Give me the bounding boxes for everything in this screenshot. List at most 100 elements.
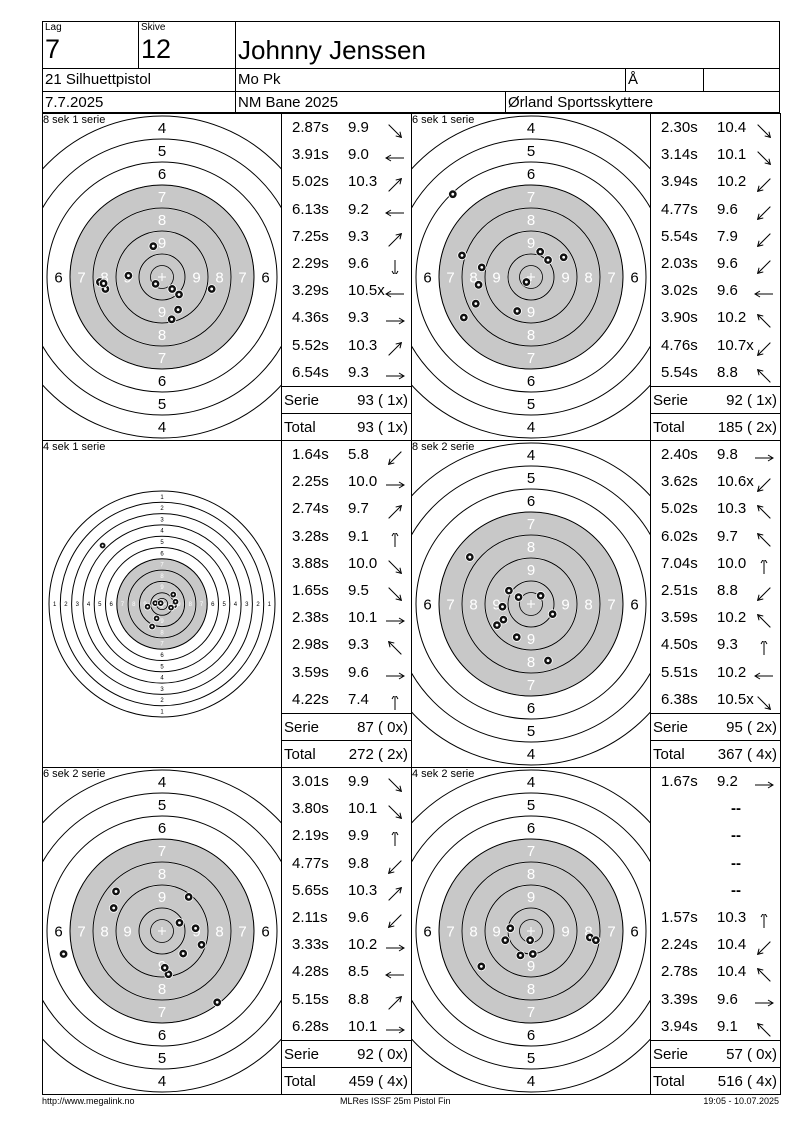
direction-arrow-icon [751,964,777,983]
shot-list: 2.87s 9.9 3.91s 9.0 5.02s 10.3 6.13s 9.2 7.25s 9.… [281,114,411,440]
shot-row: 5.54s 8.8 [651,359,780,386]
ring-7 [69,838,255,1024]
total-value: 185 ( 2x) [717,419,777,436]
direction-arrow-icon [382,964,408,979]
ring-6 [46,161,278,393]
ring-label: 8 [160,630,164,636]
ring-label: 6 [527,493,535,510]
shot-list: 1.64s 5.8 2.25s 10.0 2.74s 9.7 3.28s 9.1 3.88s 10… [281,441,411,767]
serie-value: 92 ( 0x) [357,1046,408,1063]
ring-label: 1 [160,710,164,716]
shot-hit [166,314,177,325]
inner-ring-10 [138,907,186,955]
shot-time: 5.65s [292,881,329,899]
ring-2 [59,501,265,707]
ring-label: 7 [607,269,615,286]
shot-row: 2.29s 9.6 [282,250,411,277]
shot-hit [471,298,481,309]
shot-value: 9.3 [348,363,369,381]
ring-label: 7 [446,269,454,286]
shot-time: 3.33s [292,936,329,954]
shot-time: 4.28s [292,963,329,981]
ring-label: 5 [527,396,535,413]
ring-label: 5 [527,723,535,740]
series-label: 8 sek 2 serie [412,441,475,453]
ring-label: 2 [64,602,68,608]
total-label: Total [284,746,316,763]
shot-value: 10.3 [348,881,378,899]
shot-value: 9.7 [348,500,369,518]
direction-arrow-icon [751,338,777,356]
direction-arrow-icon [382,992,408,1010]
ring-label: 6 [158,820,166,837]
ring-label: 6 [630,596,638,613]
direction-arrow-icon [382,665,408,680]
direction-arrow-icon [751,992,777,1007]
serie-sum-row: Serie 87 ( 0x) [282,713,411,741]
ring-7 [438,838,624,1024]
skive-value: 12 [141,34,172,64]
ring-label: 9 [527,304,535,321]
shot-value: 9.6 [717,255,738,272]
shot-time: 2.29s [292,255,329,272]
shot-time: 2.78s [661,963,698,981]
shot-row: 4.28s 8.5 [282,958,411,985]
ring-label: 6 [527,1027,535,1044]
shot-row: 7.04s 10.0 [651,550,780,577]
ring-label: 8 [584,269,592,286]
shot-row: 3.28s 9.1 [282,523,411,550]
ring-label: 4 [160,676,164,682]
ring-7 [438,184,624,370]
shot-hit [167,603,175,612]
total-sum-row: Total 272 ( 2x) [282,740,411,767]
total-sum-row: Total 516 ( 4x) [651,1067,780,1094]
shot-hit [58,949,69,959]
ring-7 [116,558,208,650]
shooter-name: Johnny Jenssen [238,35,426,65]
shot-time: 3.94s [661,173,698,191]
ring-label: 7 [607,596,615,613]
shot-time: 5.54s [661,363,698,381]
shot-value: 9.2 [717,773,738,790]
shot-hit [535,246,545,257]
total-value: 367 ( 4x) [717,746,777,763]
serie-sum-row: Serie 95 ( 2x) [651,713,780,741]
shot-value: 9.2 [348,200,369,218]
shot-value: 10.3 [717,500,747,518]
shot-value: 9.6 [348,909,369,926]
shot-row: 3.94s 9.1 [651,1013,780,1040]
shot-row: 6.28s 10.1 [282,1013,411,1040]
shot-row: 5.51s 10.2 [651,659,780,686]
shot-hit [98,278,109,289]
shot-hit [174,289,184,300]
serie-label: Serie [653,1046,689,1063]
serie-sum-row: Serie 93 ( 1x) [282,386,411,414]
ring-label: 8 [158,327,166,344]
shot-hit [473,280,484,290]
shot-time: 4.77s [661,200,698,218]
shot-value: 10.6x [717,473,754,491]
shot-row: 2.40s 9.8 [651,441,780,468]
shot-row: 4.76s 10.7x [651,332,780,359]
ring-label: 1 [53,602,57,608]
ring-label: 8 [189,602,193,608]
club-cell: Mo Pk [236,69,626,91]
shot-hit [148,622,156,631]
shot-hit [498,614,509,625]
shot-row: -- [651,795,780,822]
ring-6 [415,161,647,393]
shot-time: 2.03s [661,255,698,272]
ring-label: 8 [527,539,535,556]
shot-value: 10.2 [717,309,747,327]
total-value: 93 ( 1x) [357,419,408,436]
serie-value: 87 ( 0x) [357,719,408,736]
inner-ring-8 [92,207,232,347]
shot-time: 4.36s [292,309,329,327]
shot-row: 3.91s 9.0 [282,141,411,168]
shot-value: 10.1 [717,146,747,164]
shot-list: 1.67s 9.2 -- -- -- -- 1.57s 10.3 2.24s 10.4 2.78s 1… [650,768,780,1094]
ring-label: 8 [158,212,166,229]
inner-ring-8 [461,861,601,1001]
empty-shot: -- [731,854,741,872]
shot-hit [108,903,119,913]
